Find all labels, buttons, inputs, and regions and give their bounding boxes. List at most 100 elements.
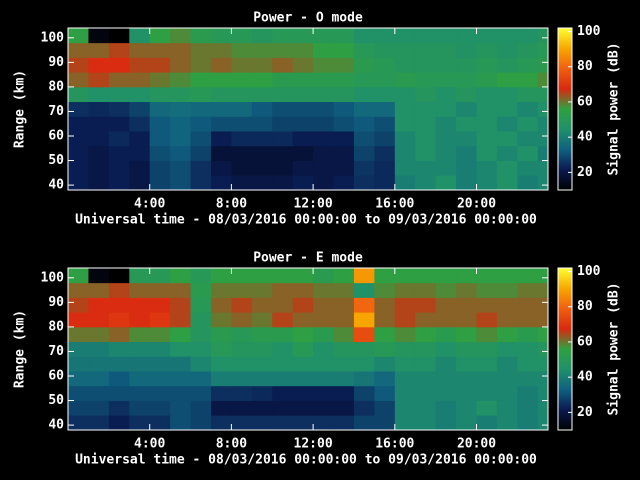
colorbar-tick-label: 40: [577, 370, 593, 385]
heatmap-cell: [394, 28, 416, 44]
heatmap-cell: [517, 268, 539, 284]
heatmap-cell: [68, 86, 89, 103]
heatmap-cell: [292, 145, 314, 161]
heatmap-cell: [476, 385, 498, 401]
heatmap-cell: [415, 86, 437, 103]
heatmap-cell: [251, 28, 273, 44]
heatmap-cell: [313, 415, 334, 431]
heatmap-cell: [88, 131, 110, 147]
heatmap-cell: [435, 42, 457, 58]
heatmap-cell: [374, 268, 396, 284]
heatmap-cell: [537, 341, 549, 357]
heatmap-cell: [394, 356, 416, 372]
heatmap-cell: [517, 297, 539, 313]
heatmap-cell: [129, 326, 151, 343]
heatmap-cell: [496, 86, 518, 103]
heatmap-cell: [210, 385, 232, 401]
heatmap-cell: [517, 371, 539, 387]
heatmap-cell: [394, 326, 416, 343]
heatmap-cell: [517, 131, 539, 147]
colorbar-label: Signal power (dB): [607, 42, 622, 175]
heatmap-cell: [292, 356, 314, 372]
heatmap-cell: [292, 57, 314, 73]
heatmap-cell: [210, 282, 232, 298]
heatmap-cell: [415, 268, 437, 284]
y-tick-label: 60: [48, 369, 64, 384]
heatmap-cell: [190, 116, 212, 132]
heatmap-cell: [108, 28, 130, 44]
heatmap-cell: [394, 341, 416, 357]
heatmap-cell: [353, 101, 375, 117]
heatmap-cell: [435, 145, 457, 161]
heatmap-cell: [517, 42, 539, 58]
heatmap-cell: [496, 42, 518, 58]
heatmap-cell: [190, 356, 212, 372]
heatmap-cell: [190, 86, 212, 103]
heatmap-cell: [537, 282, 549, 298]
heatmap-cell: [231, 116, 253, 132]
heatmap-cell: [68, 282, 89, 298]
heatmap-cell: [68, 326, 89, 343]
heatmap-cell: [353, 312, 375, 328]
x-tick-label: 16:00: [375, 197, 414, 212]
heatmap-cell: [251, 145, 273, 161]
heatmap-cell: [272, 131, 294, 147]
x-tick-label: 4:00: [134, 437, 165, 452]
heatmap-cell: [374, 371, 396, 387]
heatmap-cell: [272, 385, 294, 401]
heatmap-cell: [537, 116, 549, 132]
heatmap-cell: [476, 101, 498, 117]
heatmap-cell: [496, 101, 518, 117]
y-tick-label: 80: [48, 319, 64, 334]
heatmap-cell: [149, 400, 171, 416]
heatmap-cell: [149, 356, 171, 372]
x-tick-label: 12:00: [294, 197, 333, 212]
heatmap-cell: [272, 28, 294, 44]
heatmap-cell: [456, 282, 477, 298]
heatmap-cell: [333, 86, 355, 103]
heatmap-cell: [537, 356, 549, 372]
heatmap-cell: [292, 400, 314, 416]
heatmap-cell: [292, 326, 314, 343]
heatmap-cell: [149, 175, 171, 191]
heatmap-cell: [333, 415, 355, 431]
heatmap-cell: [88, 101, 110, 117]
heatmap-cell: [170, 341, 191, 357]
heatmap-cell: [476, 145, 498, 161]
heatmap-cell: [333, 131, 355, 147]
heatmap-cell: [88, 400, 110, 416]
heatmap-cell: [353, 72, 375, 88]
heatmap-cell: [537, 385, 549, 401]
heatmap-cell: [231, 28, 253, 44]
heatmap-cell: [374, 101, 396, 117]
heatmap-cell: [129, 131, 151, 147]
heatmap-cell: [313, 160, 334, 176]
heatmap-cell: [313, 400, 334, 416]
heatmap-cell: [435, 160, 457, 176]
heatmap-cell: [394, 400, 416, 416]
y-axis-label: Range (km): [13, 70, 28, 148]
heatmap-cell: [68, 101, 89, 117]
heatmap-cell: [190, 175, 212, 191]
heatmap-cell: [149, 160, 171, 176]
heatmap-cell: [333, 356, 355, 372]
heatmap-cell: [231, 145, 253, 161]
heatmap-cell: [210, 326, 232, 343]
colorbar-tick-label: 60: [577, 94, 593, 109]
y-tick-label: 70: [48, 344, 64, 359]
heatmap-cell: [537, 28, 549, 44]
heatmap-cell: [374, 282, 396, 298]
heatmap-cell: [251, 86, 273, 103]
colorbar-tick-label: 80: [577, 59, 593, 74]
heatmap-cell: [496, 356, 518, 372]
heatmap-cell: [374, 297, 396, 313]
heatmap-cell: [456, 101, 477, 117]
colorbar-tick-label: 40: [577, 130, 593, 145]
heatmap-cell: [68, 356, 89, 372]
heatmap-cell: [517, 356, 539, 372]
heatmap-cell: [374, 160, 396, 176]
heatmap-cell: [190, 371, 212, 387]
heatmap-cell: [272, 42, 294, 58]
heatmap-cell: [210, 145, 232, 161]
heatmap-cell: [231, 42, 253, 58]
